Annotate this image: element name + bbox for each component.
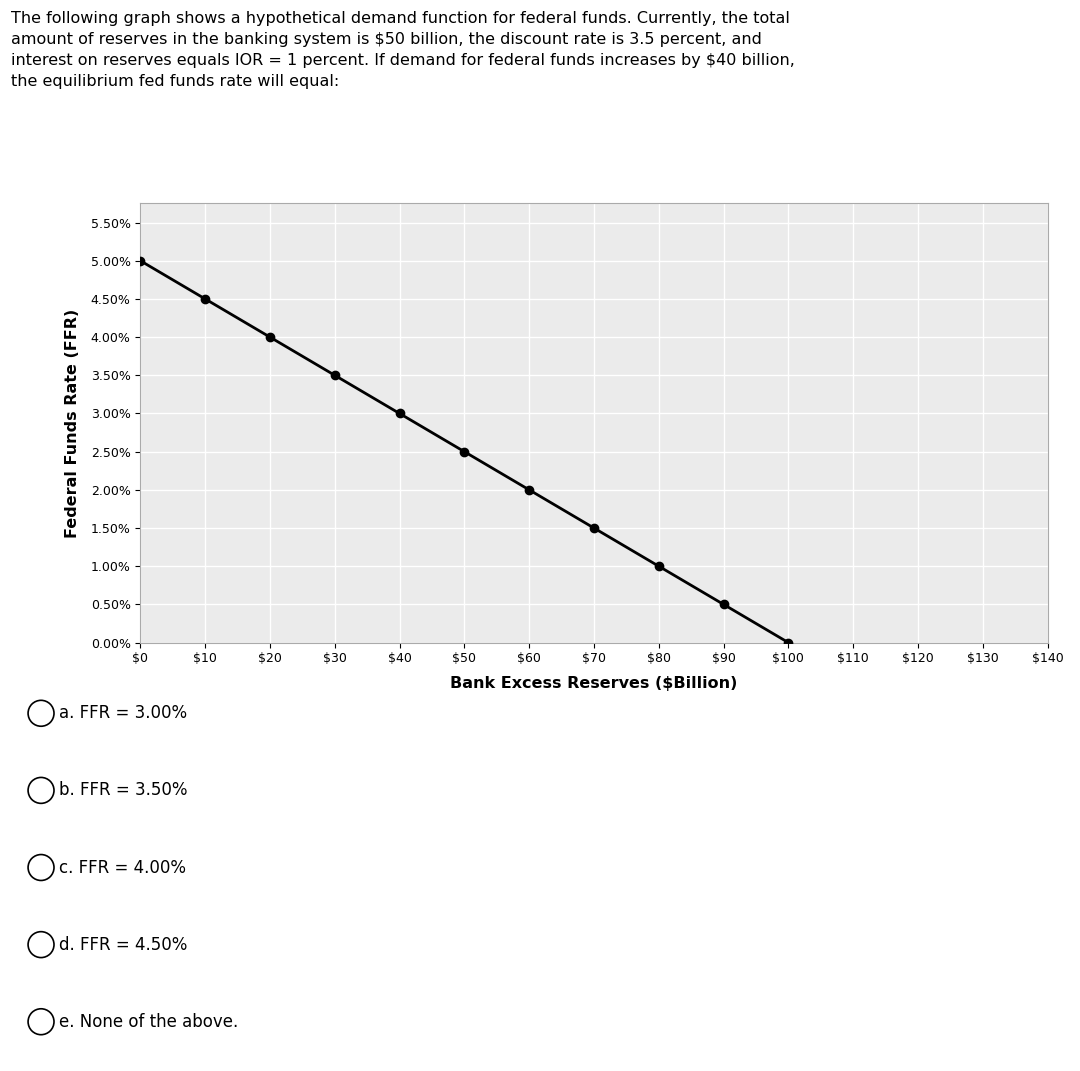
Text: b. FFR = 3.50%: b. FFR = 3.50%: [59, 782, 188, 799]
X-axis label: Bank Excess Reserves ($Billion): Bank Excess Reserves ($Billion): [450, 677, 738, 692]
Text: The following graph shows a hypothetical demand function for federal funds. Curr: The following graph shows a hypothetical…: [11, 11, 795, 89]
Text: e. None of the above.: e. None of the above.: [59, 1013, 239, 1030]
Text: d. FFR = 4.50%: d. FFR = 4.50%: [59, 936, 188, 953]
Text: a. FFR = 3.00%: a. FFR = 3.00%: [59, 705, 188, 722]
Y-axis label: Federal Funds Rate (FFR): Federal Funds Rate (FFR): [65, 308, 80, 538]
Text: c. FFR = 4.00%: c. FFR = 4.00%: [59, 859, 187, 876]
